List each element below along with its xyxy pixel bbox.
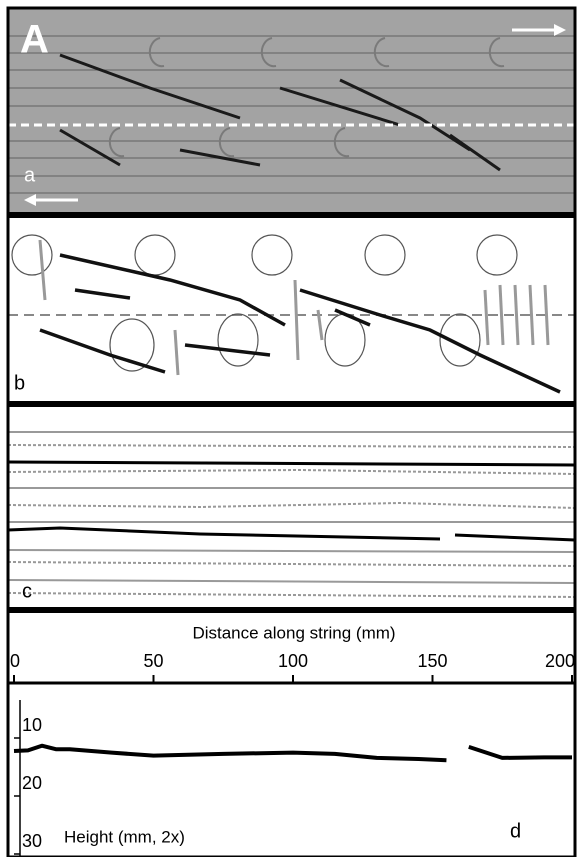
y-axis-title: Height (mm, 2x) — [64, 827, 185, 846]
panel-label: d — [510, 820, 521, 842]
x-tick-label: 50 — [143, 651, 163, 671]
panel-label: b — [14, 372, 25, 394]
profile-line — [13, 743, 572, 763]
tracing-panel: b — [8, 234, 575, 394]
profile-chart: Distance along string (mm) Height (mm, 2… — [8, 623, 575, 857]
x-tick-label: 150 — [417, 651, 447, 671]
y-tick-label: 10 — [22, 715, 42, 735]
panel-label: a — [24, 164, 36, 186]
panel-label: c — [22, 580, 32, 602]
x-tick-label: 200 — [545, 651, 575, 671]
figure-label: A — [20, 18, 49, 62]
y-tick-label: 20 — [22, 773, 42, 793]
string-panel: c — [7, 431, 576, 602]
x-axis-title: Distance along string (mm) — [192, 623, 395, 642]
y-tick-label: 30 — [22, 831, 42, 851]
photo-panel: A a — [8, 8, 575, 214]
x-tick-label: 0 — [10, 651, 20, 671]
x-tick-label: 100 — [278, 651, 308, 671]
